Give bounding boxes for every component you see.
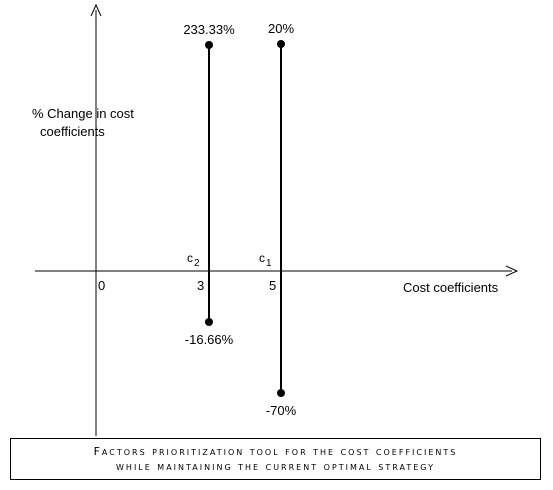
lower-label-c2: -16.66% [185, 332, 234, 347]
series-subscript-c1: 1 [266, 258, 272, 269]
caption-line-2: while maintaining the current optimal st… [116, 460, 435, 473]
series-name-c2: c [187, 251, 193, 265]
caption-box: Factors prioritization tool for the cost… [10, 438, 541, 480]
upper-label-c1: 20% [268, 21, 294, 36]
chart-canvas: % Change in cost coefficients Cost coeff… [32, 3, 519, 436]
x-axis-arrow [505, 265, 519, 277]
lower-point-c2 [205, 318, 213, 326]
upper-point-c1 [277, 40, 285, 48]
upper-point-c2 [205, 41, 213, 49]
x-axis-label: Cost coefficients [403, 280, 499, 295]
lower-label-c1: -70% [266, 403, 297, 418]
y-axis-label-line2: coefficients [40, 124, 105, 139]
y-axis-arrow [90, 3, 102, 17]
x-tick-label-5: 5 [269, 278, 276, 293]
y-axis-label-line1: % Change in cost [32, 106, 134, 121]
caption-line-1: Factors prioritization tool for the cost… [93, 445, 458, 458]
series-name-c1: c [259, 251, 265, 265]
lower-point-c1 [277, 389, 285, 397]
series-subscript-c2: 2 [194, 258, 200, 269]
origin-label: 0 [98, 278, 105, 293]
upper-label-c2: 233.33% [183, 22, 235, 37]
x-tick-label-3: 3 [197, 278, 204, 293]
